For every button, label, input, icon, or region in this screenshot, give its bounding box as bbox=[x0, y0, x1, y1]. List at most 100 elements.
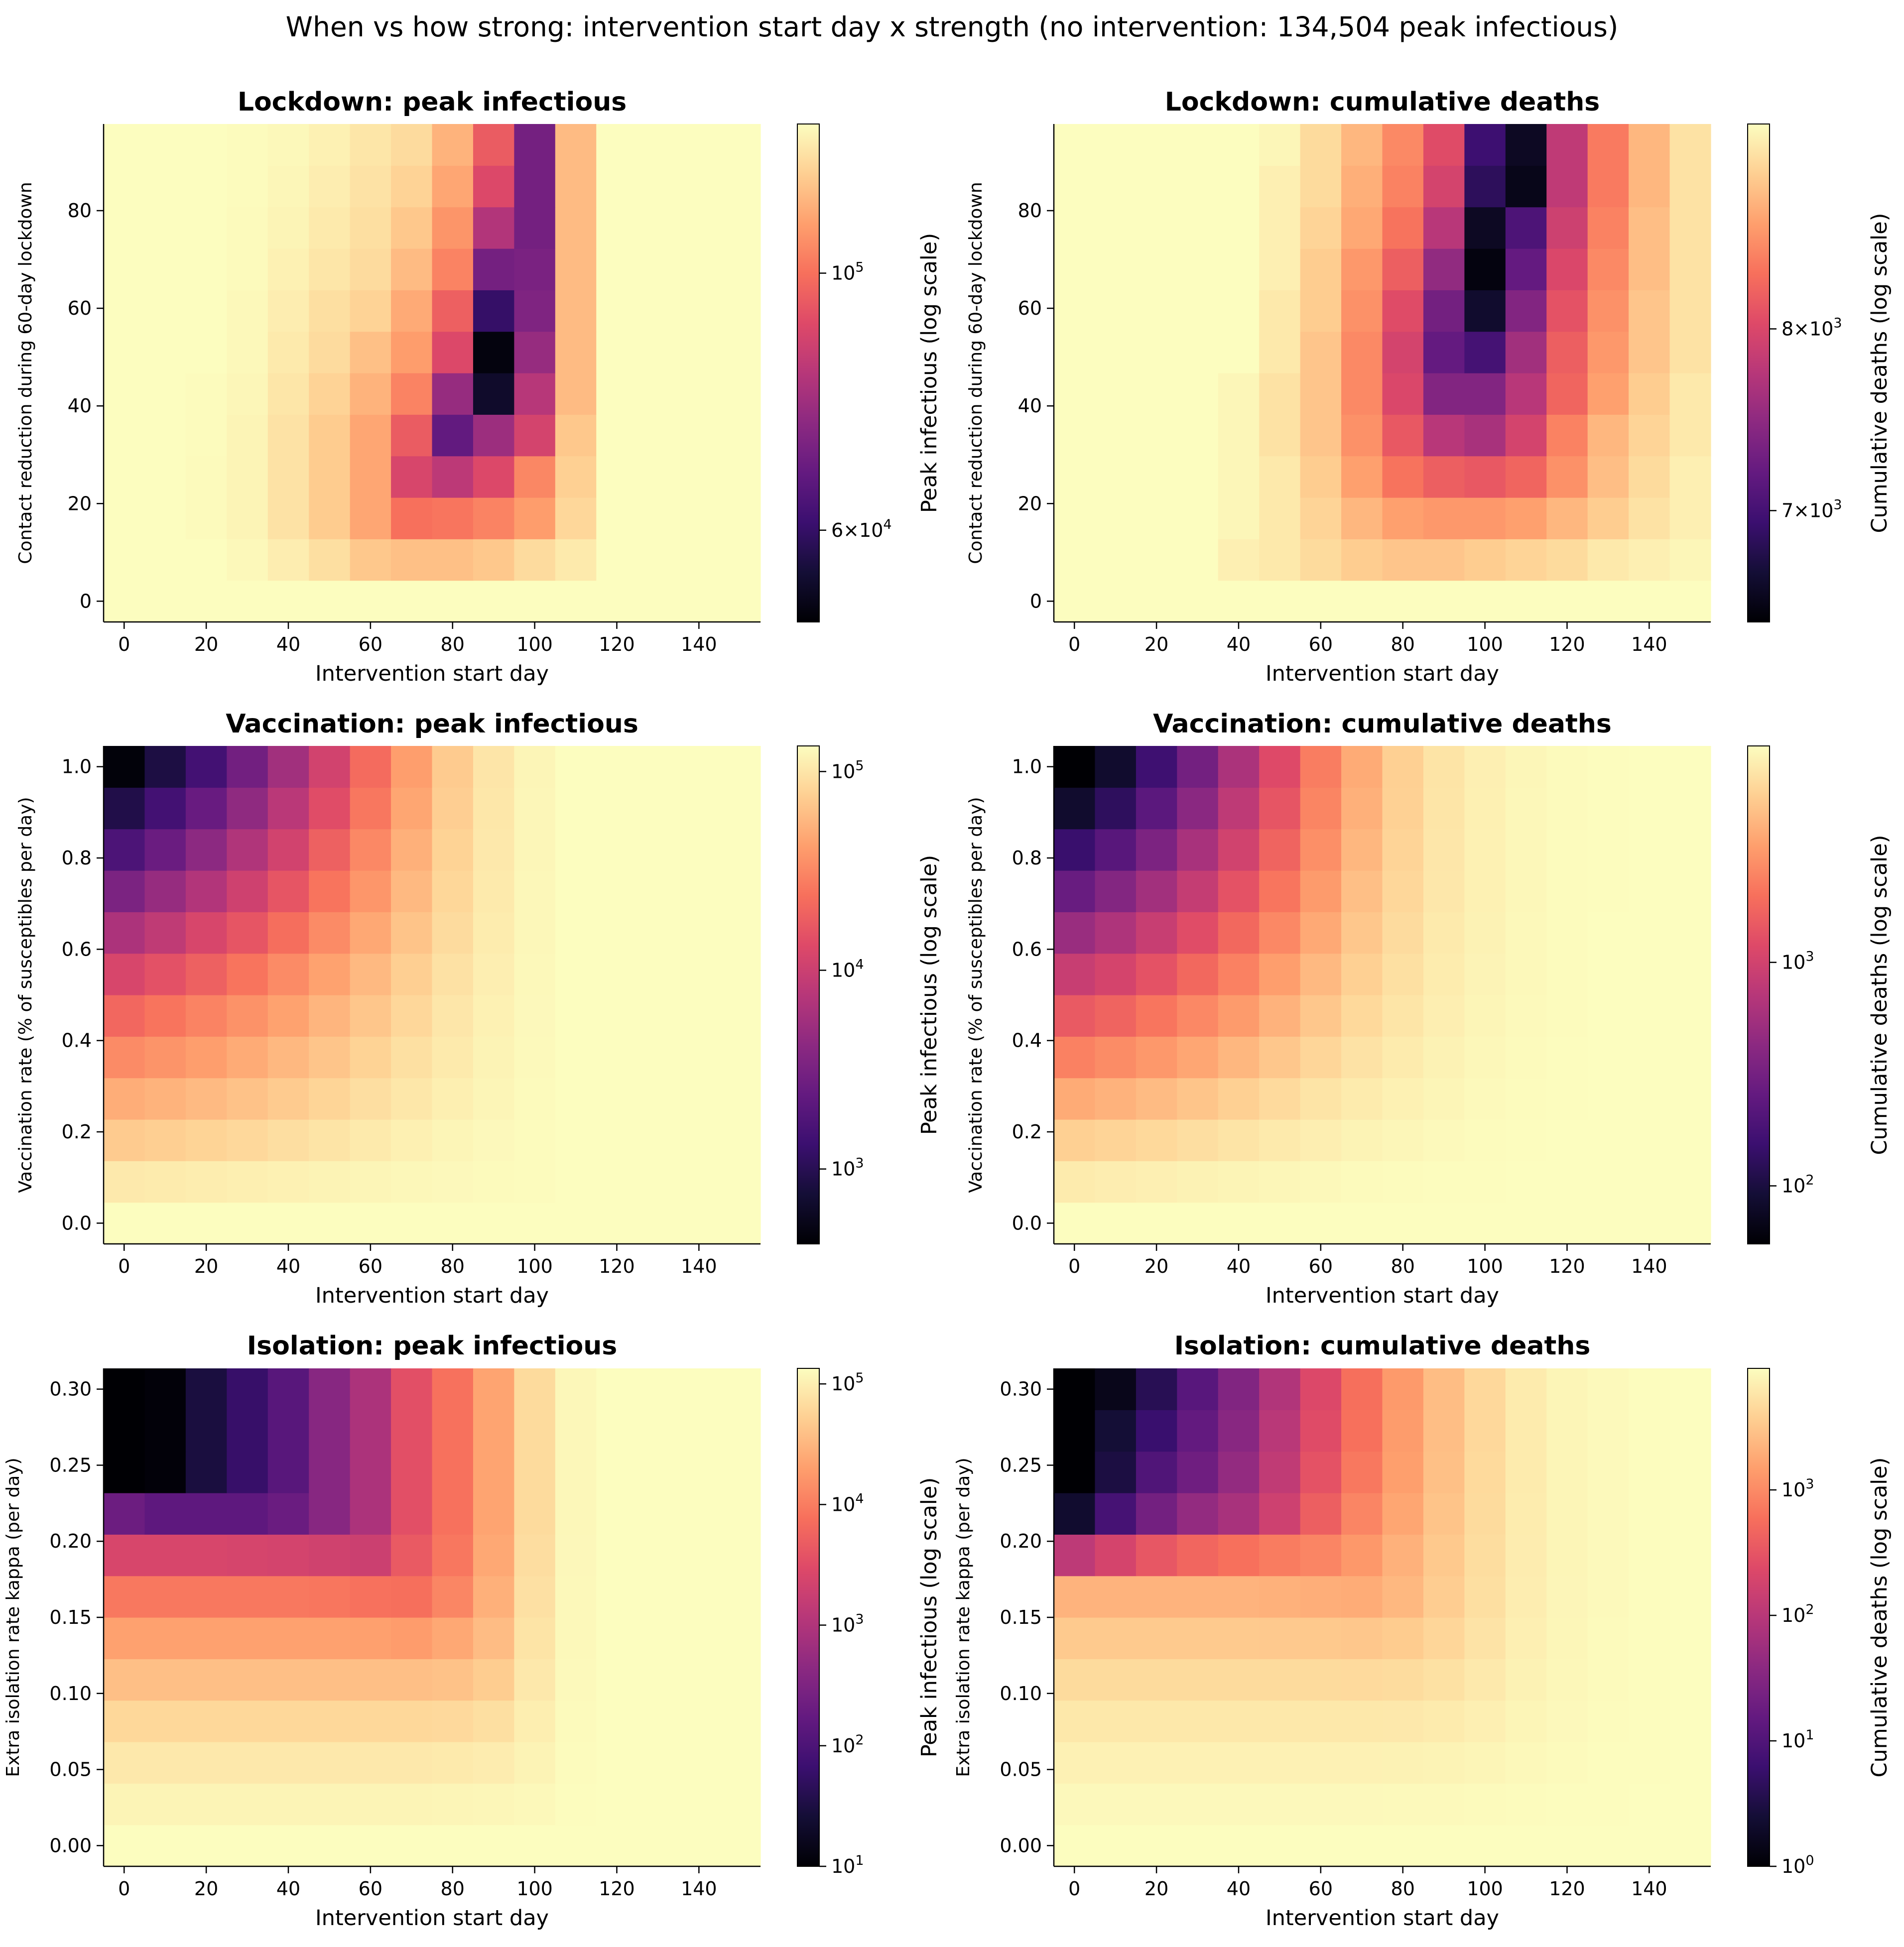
heatmap-cell bbox=[719, 414, 761, 457]
heatmap-cell bbox=[1054, 1161, 1096, 1203]
heatmap-cell bbox=[1382, 1202, 1424, 1244]
heatmap-cell bbox=[596, 1119, 638, 1161]
heatmap-cell bbox=[1505, 1534, 1547, 1577]
heatmap-cell bbox=[1136, 331, 1177, 373]
heatmap-cell bbox=[267, 995, 309, 1037]
heatmap-cell bbox=[1218, 1576, 1260, 1618]
heatmap-cell bbox=[309, 373, 351, 415]
heatmap-cell bbox=[678, 1825, 720, 1867]
heatmap-cell bbox=[1546, 165, 1588, 208]
heatmap-cell bbox=[473, 1659, 514, 1701]
heatmap-cell bbox=[1136, 1119, 1177, 1161]
heatmap-cell bbox=[1546, 248, 1588, 290]
heatmap-cell bbox=[637, 331, 679, 373]
heatmap-cell bbox=[309, 787, 351, 830]
heatmap-cell bbox=[227, 995, 268, 1037]
x-tick-label: 140 bbox=[681, 1255, 717, 1277]
heatmap-cell bbox=[596, 1783, 638, 1825]
heatmap-cell bbox=[350, 1410, 391, 1452]
heatmap-cell bbox=[473, 207, 514, 249]
heatmap-cell bbox=[473, 912, 514, 954]
heatmap-cell bbox=[1423, 580, 1465, 622]
heatmap-cell bbox=[1546, 1368, 1588, 1410]
heatmap-cell bbox=[1423, 1493, 1465, 1535]
heatmap-cell bbox=[1300, 1451, 1342, 1493]
heatmap-cell bbox=[185, 1410, 227, 1452]
heatmap-cell bbox=[1669, 1534, 1711, 1577]
heatmap-cell bbox=[1629, 1534, 1670, 1577]
heatmap-cell bbox=[104, 207, 145, 249]
heatmap-cell bbox=[1300, 207, 1342, 249]
heatmap-cell bbox=[1505, 829, 1547, 871]
heatmap-cell bbox=[514, 1700, 556, 1742]
heatmap-cell bbox=[1505, 497, 1547, 539]
heatmap-cell bbox=[637, 1659, 679, 1701]
heatmap-cell bbox=[1505, 1493, 1547, 1535]
heatmap-cell bbox=[514, 1451, 556, 1493]
y-tick-label: 0.00 bbox=[1000, 1834, 1042, 1856]
heatmap-cell bbox=[678, 746, 720, 788]
heatmap-cell bbox=[1259, 1451, 1301, 1493]
heatmap-cell bbox=[1300, 1576, 1342, 1618]
heatmap-cell bbox=[514, 912, 556, 954]
heatmap-cell bbox=[104, 124, 145, 166]
heatmap-cell bbox=[1218, 829, 1260, 871]
heatmap-cell bbox=[1423, 331, 1465, 373]
heatmap-cell bbox=[514, 746, 556, 788]
heatmap-cell bbox=[1218, 746, 1260, 788]
heatmap-cell bbox=[1423, 1036, 1465, 1079]
heatmap-cell bbox=[1177, 373, 1219, 415]
heatmap-cell bbox=[1669, 539, 1711, 581]
heatmap-cell bbox=[1669, 497, 1711, 539]
heatmap-cell bbox=[1259, 912, 1301, 954]
heatmap-cell bbox=[144, 870, 186, 912]
heatmap-cell bbox=[1423, 1700, 1465, 1742]
x-tick-label: 20 bbox=[1144, 1878, 1168, 1900]
heatmap-cell bbox=[719, 373, 761, 415]
x-tick-label: 40 bbox=[276, 1878, 300, 1900]
heatmap-cell bbox=[432, 207, 474, 249]
heatmap-cell bbox=[350, 1036, 391, 1079]
heatmap-cell bbox=[185, 1451, 227, 1493]
x-tick-label: 60 bbox=[1309, 633, 1333, 655]
heatmap-cell bbox=[309, 1036, 351, 1079]
figure-title: When vs how strong: intervention start d… bbox=[285, 11, 1619, 43]
heatmap-cell bbox=[1546, 995, 1588, 1037]
heatmap-cell bbox=[1423, 1825, 1465, 1867]
heatmap-cell bbox=[1546, 1617, 1588, 1659]
x-tick-label: 0 bbox=[1068, 633, 1080, 655]
heatmap-cell bbox=[719, 1493, 761, 1535]
heatmap-cell bbox=[1382, 456, 1424, 498]
heatmap-cell bbox=[350, 1825, 391, 1867]
heatmap-cell bbox=[1629, 1783, 1670, 1825]
heatmap-cell bbox=[1505, 124, 1547, 166]
heatmap-cell bbox=[267, 165, 309, 208]
heatmap-cell bbox=[185, 580, 227, 622]
heatmap-cell bbox=[1669, 373, 1711, 415]
heatmap-cell bbox=[1669, 1617, 1711, 1659]
heatmap-cell bbox=[144, 1659, 186, 1701]
heatmap-cell bbox=[1218, 912, 1260, 954]
heatmap-cell bbox=[1423, 1534, 1465, 1577]
heatmap-cell bbox=[1382, 373, 1424, 415]
heatmap-cell bbox=[1259, 497, 1301, 539]
heatmap-cell bbox=[1341, 1742, 1383, 1784]
heatmap-cell bbox=[678, 414, 720, 457]
heatmap-cell bbox=[1054, 373, 1096, 415]
heatmap-cell bbox=[1341, 1534, 1383, 1577]
heatmap-cell bbox=[678, 953, 720, 995]
heatmap-cell bbox=[1587, 995, 1629, 1037]
heatmap-cell bbox=[391, 497, 433, 539]
heatmap-cell bbox=[1629, 290, 1670, 332]
heatmap-cell bbox=[1669, 1659, 1711, 1701]
heatmap-cell bbox=[185, 331, 227, 373]
heatmap-cell bbox=[1177, 1576, 1219, 1618]
heatmap-cell bbox=[1464, 953, 1506, 995]
heatmap-cell bbox=[1382, 1036, 1424, 1079]
heatmap-cell bbox=[719, 746, 761, 788]
heatmap-cell bbox=[678, 165, 720, 208]
heatmap-cell bbox=[1136, 1617, 1177, 1659]
heatmap-cell bbox=[1382, 1493, 1424, 1535]
y-tick-label: 0.0 bbox=[62, 1212, 92, 1234]
heatmap-cell bbox=[1587, 248, 1629, 290]
